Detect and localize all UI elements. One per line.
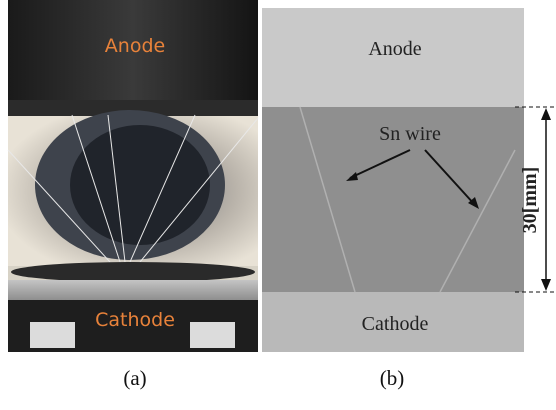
cathode-label: Cathode [95,309,175,331]
panel-caption: (b) [380,366,405,390]
dimension-label: 30[mm] [519,167,541,234]
anode-label: Anode [105,35,165,57]
wire-label: Sn wire [379,123,441,145]
anode-label: Anode [368,38,421,60]
figure: Anode Cathode Anode Sn wire Cathode 30[m… [0,0,556,410]
cathode-label: Cathode [362,313,429,335]
photo-b: Anode Sn wire Cathode [262,8,524,352]
panel-caption: (a) [123,366,146,390]
photo-a: Anode Cathode [8,0,258,352]
